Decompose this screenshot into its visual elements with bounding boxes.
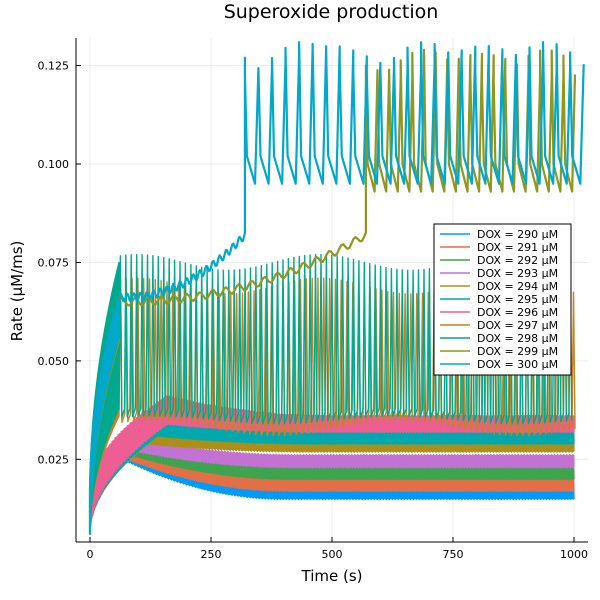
y-tick-label-2: 0.075	[38, 256, 70, 269]
legend-label-3: DOX = 293 μM	[477, 267, 558, 280]
legend-label-0: DOX = 290 μM	[477, 228, 558, 241]
y-tick-label-1: 0.050	[38, 355, 70, 368]
legend-label-10: DOX = 300 μM	[477, 358, 558, 371]
x-tick-label-2: 500	[322, 548, 343, 561]
series-line-3	[89, 438, 575, 534]
legend-label-2: DOX = 292 μM	[477, 254, 558, 267]
y-tick-label-3: 0.100	[38, 158, 70, 171]
legend-label-5: DOX = 295 μM	[477, 293, 558, 306]
x-tick-label-1: 250	[201, 548, 222, 561]
legend-label-9: DOX = 299 μM	[477, 345, 558, 358]
series-line-8	[89, 253, 573, 535]
y-axis-label: Rate (μM/ms)	[8, 241, 26, 342]
y-tick-label-0: 0.025	[38, 453, 70, 466]
legend-label-4: DOX = 294 μM	[477, 280, 558, 293]
chart-title: Superoxide production	[224, 1, 439, 23]
series-line-2	[89, 446, 575, 535]
x-tick-label-0: 0	[87, 548, 94, 561]
y-tick-label-4: 0.125	[38, 60, 70, 73]
legend-label-7: DOX = 297 μM	[477, 319, 558, 332]
series-line-10	[88, 41, 585, 535]
legend-label-6: DOX = 296 μM	[477, 306, 558, 319]
series-line-1	[89, 450, 575, 534]
x-axis-label: Time (s)	[301, 567, 363, 585]
x-tick-label-3: 750	[443, 548, 464, 561]
legend-label-8: DOX = 298 μM	[477, 332, 558, 345]
plot-series	[88, 41, 585, 535]
ticks: 0 250 500 750 1000 0.025 0.050 0.075 0.100 0.125	[38, 60, 589, 561]
x-tick-label-4: 1000	[560, 548, 588, 561]
legend-label-1: DOX = 291 μM	[477, 241, 558, 254]
